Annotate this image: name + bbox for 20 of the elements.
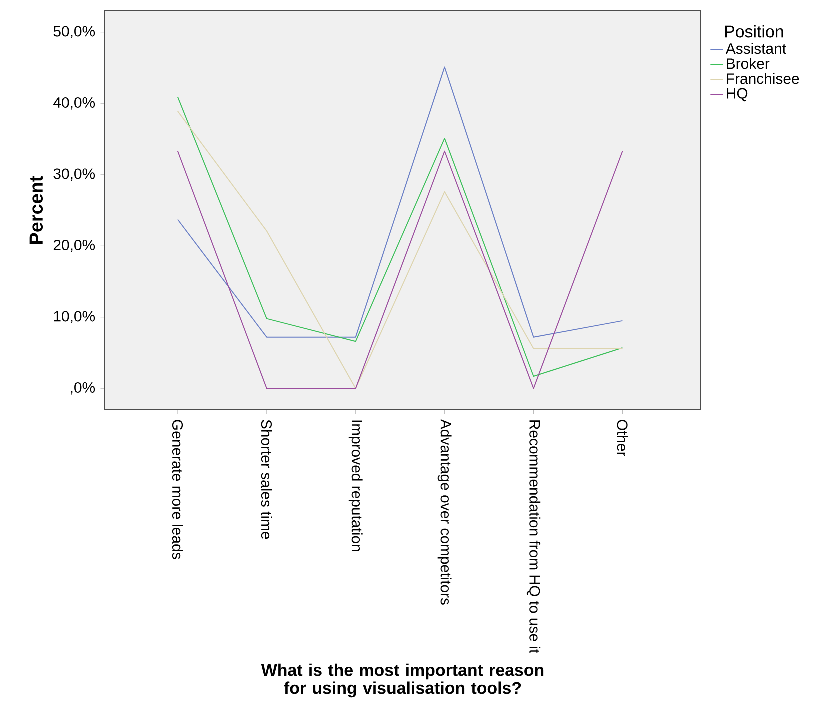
legend-label: Assistant <box>726 43 786 54</box>
x-tick-label: Advantage over competitors <box>438 419 452 605</box>
legend-label: HQ <box>727 88 748 102</box>
x-tick-label: Improved reputation <box>348 420 363 552</box>
x-axis-title: What is the most important reason for using visualisation tools? <box>261 664 544 698</box>
y-tick-label: 30,0% <box>54 168 96 182</box>
line-series <box>177 66 624 338</box>
y-tick-label: 50,0% <box>54 26 96 39</box>
x-tick-label: Shorter sales time <box>261 420 272 540</box>
x-tick-label: Other <box>617 420 628 457</box>
legend-label: Franchisee <box>727 73 800 84</box>
y-axis-title: Percent <box>30 176 44 244</box>
y-tick-label: ,0% <box>71 382 96 395</box>
x-tick-label: Generate more leads <box>172 420 184 560</box>
y-tick-label: 40,0% <box>54 97 96 110</box>
x-tick-label: Recommendation from HQ to use it <box>526 420 541 654</box>
legend-label: Broker <box>727 58 770 70</box>
y-tick-label: 20,0% <box>54 240 96 252</box>
y-tick-label: 10,0% <box>54 311 96 324</box>
legend-title: Position <box>725 25 784 38</box>
